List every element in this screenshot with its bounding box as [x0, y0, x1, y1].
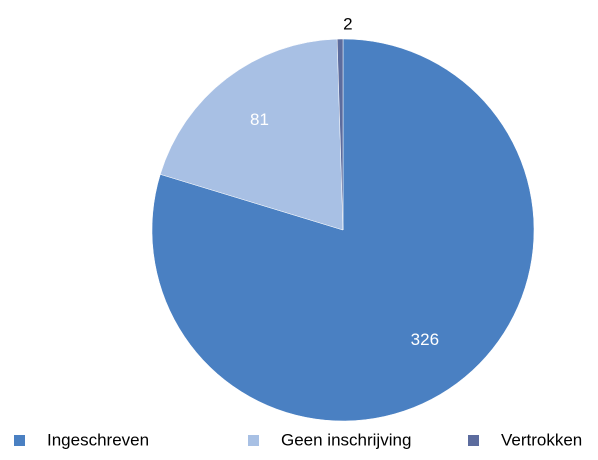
legend-label: Vertrokken	[501, 430, 582, 449]
legend-swatch	[14, 435, 25, 446]
pie-slice	[151, 38, 535, 422]
pie-slice	[336, 38, 344, 231]
legend-label: Geen inschrijving	[281, 430, 411, 449]
data-label: 326	[411, 330, 439, 349]
data-label: 81	[250, 110, 269, 129]
legend-label: Ingeschreven	[47, 430, 149, 449]
pie-slice	[159, 38, 344, 231]
data-label: 2	[343, 15, 352, 34]
legend-swatch	[468, 435, 479, 446]
legend-swatch	[248, 435, 259, 446]
